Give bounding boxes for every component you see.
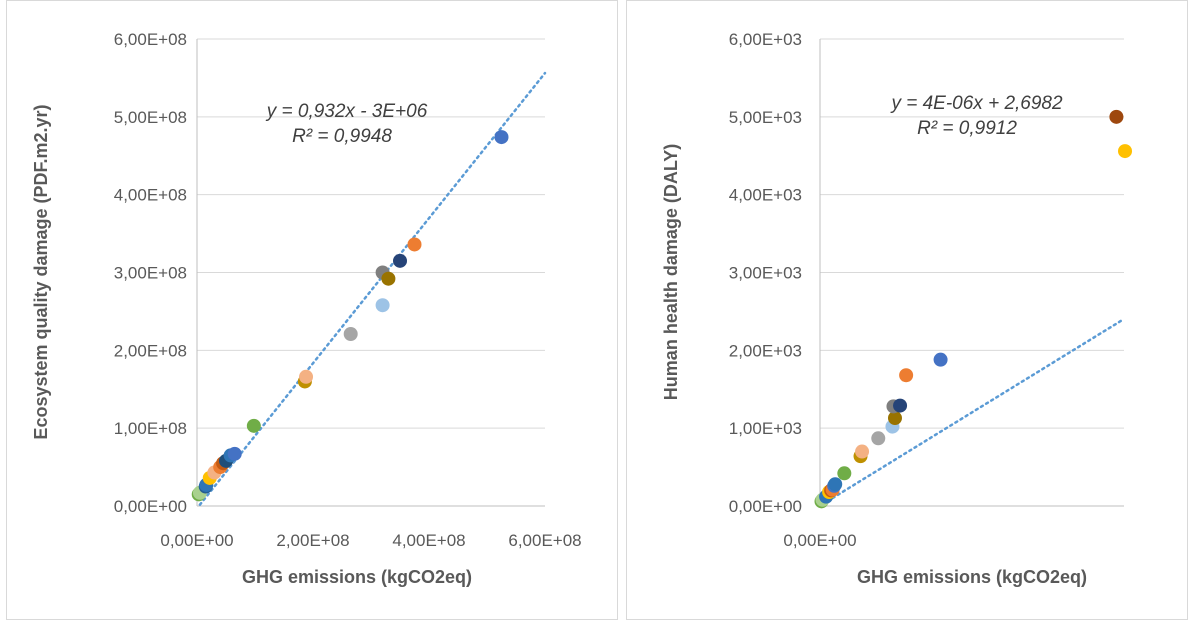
y-tick-label: 2,00E+03 bbox=[729, 341, 802, 360]
data-point bbox=[933, 352, 948, 367]
trendline-equation: y = 4E-06x + 2,6982 bbox=[889, 93, 1063, 114]
x-axis-title: GHG emissions (kgCO2eq) bbox=[857, 567, 1087, 587]
data-point bbox=[899, 368, 914, 383]
y-tick-label: 4,00E+03 bbox=[729, 186, 802, 205]
x-tick-label: 2,00E+08 bbox=[276, 531, 349, 550]
y-tick-label: 3,00E+08 bbox=[114, 264, 187, 283]
y-tick-label: 1,00E+08 bbox=[114, 419, 187, 438]
trendline-r-squared: R² = 0,9948 bbox=[292, 126, 392, 147]
data-point bbox=[407, 237, 422, 252]
data-point bbox=[343, 326, 358, 341]
y-tick-label: 6,00E+03 bbox=[729, 30, 802, 49]
data-point bbox=[855, 444, 870, 459]
data-point bbox=[299, 369, 314, 384]
y-tick-label: 2,00E+08 bbox=[114, 341, 187, 360]
data-point bbox=[837, 466, 852, 481]
data-point bbox=[246, 418, 261, 433]
data-point bbox=[1118, 144, 1133, 159]
trendline-equation: y = 0,932x - 3E+06 bbox=[265, 101, 428, 122]
y-axis-title: Human health damage (DALY) bbox=[661, 144, 681, 400]
x-axis-title: GHG emissions (kgCO2eq) bbox=[242, 567, 472, 587]
data-point bbox=[887, 411, 902, 426]
y-tick-label: 0,00E+00 bbox=[729, 497, 802, 516]
y-tick-label: 5,00E+08 bbox=[114, 108, 187, 127]
data-point bbox=[1109, 109, 1124, 124]
chart-panel-ecosystem: 0,00E+00 1,00E+08 2,00E+08 3,00E+08 4,00E+08… bbox=[6, 0, 618, 620]
data-point bbox=[227, 446, 242, 461]
trendline-r-squared: R² = 0,9912 bbox=[917, 118, 1017, 139]
x-tick-label: 0,00E+00 bbox=[160, 531, 233, 550]
y-tick-label: 4,00E+08 bbox=[114, 186, 187, 205]
data-point bbox=[494, 130, 509, 145]
y-axis-title: Ecosystem quality damage (PDF.m2.yr) bbox=[31, 104, 51, 439]
y-tick-label: 3,00E+03 bbox=[729, 264, 802, 283]
y-tick-label: 0,00E+00 bbox=[114, 497, 187, 516]
data-point bbox=[871, 431, 886, 446]
data-point bbox=[375, 298, 390, 313]
ecosystem-scatter-chart: 0,00E+00 1,00E+08 2,00E+08 3,00E+08 4,00E+08… bbox=[31, 30, 582, 587]
x-tick-label: 6,00E+08 bbox=[508, 531, 581, 550]
trendline bbox=[821, 317, 1126, 506]
chart-panel-human-health: 0,00E+00 1,00E+03 2,00E+03 3,00E+03 4,00E+03… bbox=[626, 0, 1188, 620]
x-tick-label: 0,00E+00 bbox=[783, 531, 856, 550]
y-tick-label: 1,00E+03 bbox=[729, 419, 802, 438]
y-tick-label: 5,00E+03 bbox=[729, 108, 802, 127]
data-point bbox=[381, 271, 396, 286]
data-point bbox=[828, 477, 843, 492]
data-point bbox=[893, 398, 908, 413]
trendline bbox=[198, 71, 547, 506]
human-health-scatter-chart: 0,00E+00 1,00E+03 2,00E+03 3,00E+03 4,00E+03… bbox=[661, 30, 1133, 587]
x-tick-label: 4,00E+08 bbox=[392, 531, 465, 550]
y-tick-label: 6,00E+08 bbox=[114, 30, 187, 49]
data-point bbox=[393, 253, 407, 268]
